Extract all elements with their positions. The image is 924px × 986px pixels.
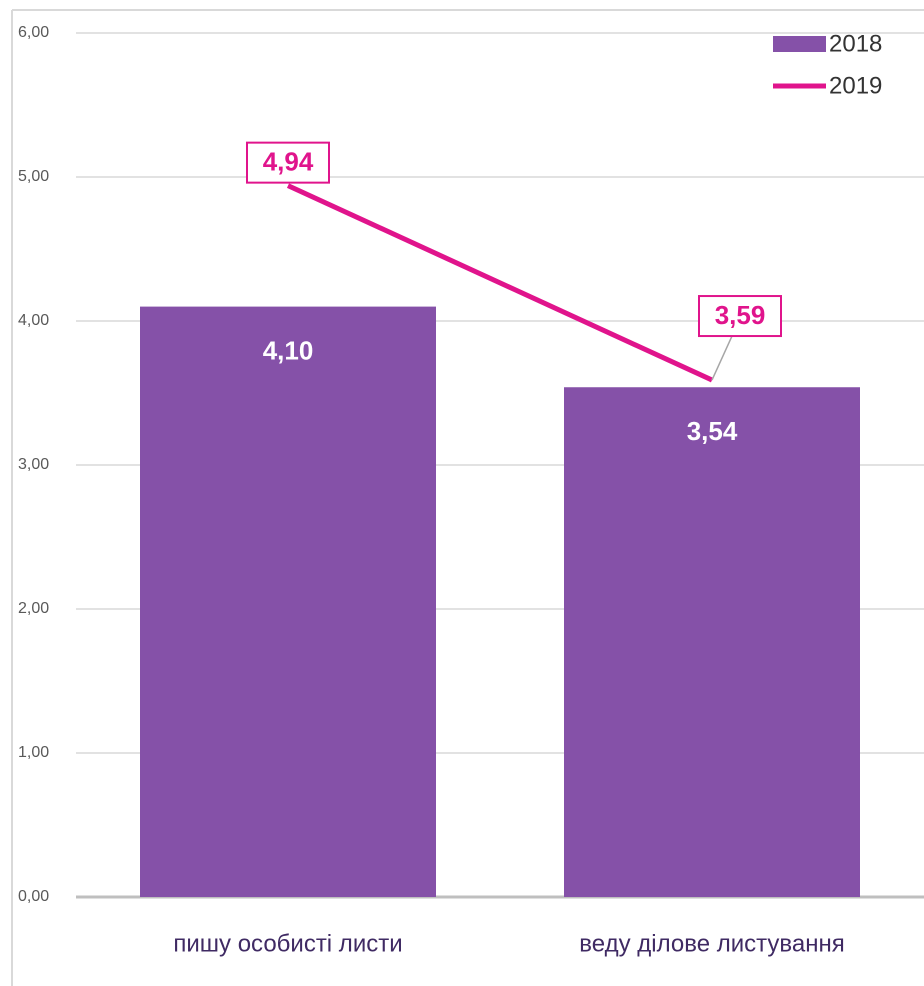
legend-swatch xyxy=(773,36,826,52)
y-tick-label: 4,00 xyxy=(18,312,49,329)
x-tick-label: пишу особисті листи xyxy=(173,930,402,957)
y-tick-label: 6,00 xyxy=(18,24,49,41)
bar xyxy=(564,387,860,897)
bar xyxy=(140,306,436,898)
legend-label: 2019 xyxy=(829,72,882,99)
y-tick-label: 3,00 xyxy=(18,456,49,473)
label-box xyxy=(246,141,330,184)
line xyxy=(286,183,714,383)
bar-label: 3,54 xyxy=(687,416,738,446)
line-label: 4,94 xyxy=(263,147,314,177)
y-tick-label: 1,00 xyxy=(18,744,49,761)
line-label: 3,59 xyxy=(715,300,766,330)
label-box xyxy=(698,295,782,338)
legend-label: 2018 xyxy=(829,30,882,57)
x-tick-label: веду ділове листування xyxy=(579,930,844,957)
bar-label: 4,10 xyxy=(263,335,314,365)
y-tick-label: 5,00 xyxy=(18,168,49,185)
y-tick-label: 2,00 xyxy=(18,600,49,617)
y-tick-label: 0,00 xyxy=(18,888,49,905)
leader-line xyxy=(711,335,733,381)
